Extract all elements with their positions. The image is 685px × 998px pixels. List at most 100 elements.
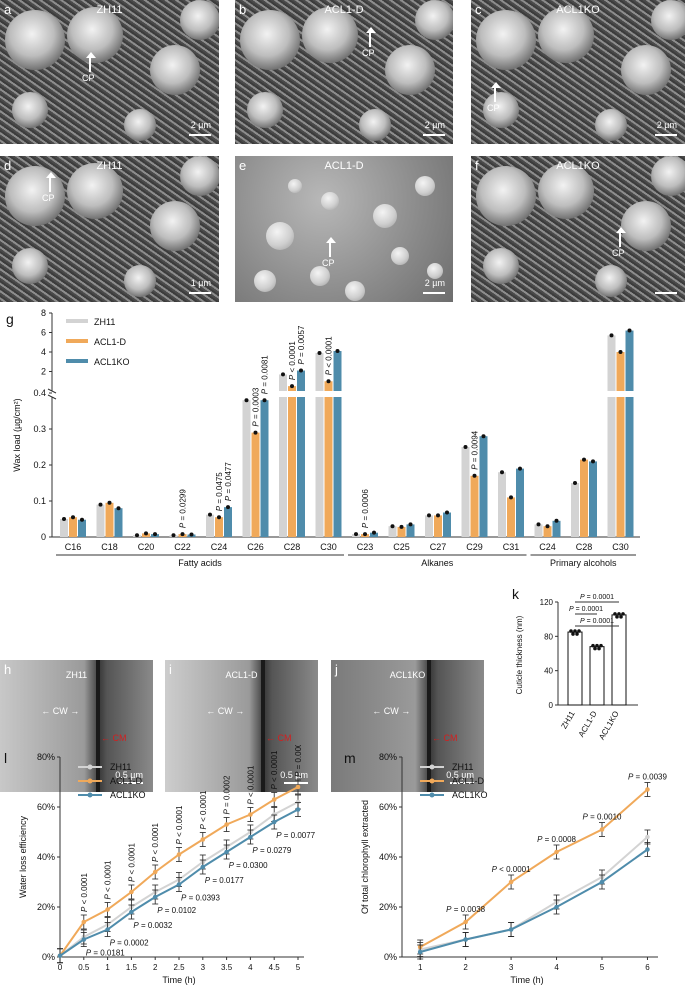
x-tick-label: C27 bbox=[430, 542, 447, 552]
data-point bbox=[508, 927, 514, 932]
bar bbox=[96, 504, 105, 537]
data-point bbox=[176, 882, 182, 887]
bar bbox=[470, 475, 479, 537]
x-tick-label: 0.5 bbox=[78, 963, 90, 972]
data-point bbox=[463, 937, 468, 942]
data-point bbox=[582, 457, 586, 462]
panel-title: ACL1KO bbox=[389, 670, 426, 680]
data-point bbox=[71, 515, 75, 520]
x-tick-label: C20 bbox=[138, 542, 155, 552]
cm-label: ← CM bbox=[100, 732, 127, 743]
tem-image: h ZH11 ← CW → ← CM 0.5 µm bbox=[0, 660, 153, 792]
bar bbox=[616, 397, 625, 537]
data-point bbox=[129, 909, 134, 915]
legend-swatch bbox=[66, 359, 88, 363]
p-value-label: P = 0.0002 bbox=[223, 775, 232, 814]
p-value-label: P = 0.0475 bbox=[215, 472, 224, 511]
bar bbox=[333, 397, 342, 537]
p-value-label: P = 0.0003 bbox=[252, 387, 261, 426]
x-tick-label: 4.5 bbox=[269, 963, 281, 972]
arrow-head-icon bbox=[366, 27, 376, 33]
cm-label: ← CM bbox=[265, 732, 292, 743]
panel-m-letter: m bbox=[344, 750, 356, 766]
cp-arrow-icon bbox=[329, 241, 331, 257]
p-value-label: P = 0.0039 bbox=[628, 773, 667, 782]
p-value-label: P < 0.0001 bbox=[492, 865, 531, 874]
legend-marker bbox=[429, 792, 435, 798]
data-point bbox=[105, 927, 110, 932]
bar bbox=[397, 526, 406, 537]
bar bbox=[297, 397, 305, 537]
sem-image: d ZH11 CP 1 µm bbox=[0, 156, 219, 302]
data-point bbox=[481, 434, 486, 439]
data-point bbox=[372, 530, 376, 535]
bar bbox=[370, 532, 378, 537]
bar bbox=[315, 352, 324, 391]
group-label: Primary alcohols bbox=[550, 558, 617, 568]
bar bbox=[279, 374, 287, 391]
arrow-head-icon bbox=[491, 82, 501, 88]
p-value-label: P = 0.0008 bbox=[537, 835, 576, 844]
data-point bbox=[224, 822, 229, 827]
y-tick-label: 0 bbox=[549, 701, 554, 710]
x-tick-label: ACL1KO bbox=[597, 710, 621, 742]
data-point bbox=[573, 629, 577, 633]
data-point bbox=[609, 333, 614, 338]
bar bbox=[224, 507, 232, 537]
papilla bbox=[359, 109, 391, 141]
panel-title: ACL1-D bbox=[324, 4, 364, 16]
papilla bbox=[321, 192, 339, 210]
panel-letter: j bbox=[335, 662, 338, 677]
data-point bbox=[593, 646, 597, 651]
papilla bbox=[621, 201, 671, 251]
p-value-label: P = 0.0181 bbox=[86, 949, 125, 958]
p-value-label: P = 0.0001 bbox=[569, 606, 603, 613]
scale-label: 0.5 µm bbox=[280, 770, 308, 780]
data-point bbox=[363, 532, 367, 537]
papilla bbox=[247, 92, 283, 128]
legend-label: ACL1KO bbox=[110, 790, 146, 800]
data-point bbox=[105, 907, 110, 912]
scale-label: 2 µm bbox=[424, 278, 445, 288]
papilla bbox=[538, 7, 594, 63]
data-point bbox=[472, 473, 477, 478]
data-point bbox=[248, 812, 253, 817]
data-point bbox=[116, 506, 121, 511]
bar bbox=[616, 352, 625, 391]
water-loss-chart: 0% 20% 40% 60% 80% 0 0.5 1 1.5 2 2.5 3 3.5 4 4.5 5 Time … bbox=[18, 745, 316, 985]
x-tick-label: C30 bbox=[320, 542, 337, 552]
papilla bbox=[254, 270, 276, 292]
cp-arrow-icon bbox=[494, 86, 496, 102]
cp-arrow-icon bbox=[89, 56, 91, 72]
x-tick-label: 3 bbox=[201, 963, 206, 972]
legend-marker bbox=[87, 764, 93, 770]
x-tick-label: 2 bbox=[463, 963, 468, 972]
group-label: Alkanes bbox=[421, 558, 454, 568]
p-value-label: P = 0.0001 bbox=[580, 594, 614, 601]
panel-title: ACL1-D bbox=[225, 670, 258, 680]
legend-marker bbox=[87, 792, 93, 798]
papilla bbox=[415, 0, 453, 40]
bar bbox=[333, 351, 342, 391]
data-point bbox=[399, 524, 404, 529]
data-point bbox=[290, 384, 294, 389]
papilla bbox=[310, 266, 330, 286]
p-value-label: P = 0.0393 bbox=[181, 894, 220, 903]
p-value-label: P = 0.0006 bbox=[361, 489, 370, 528]
y-tick-label: 60% bbox=[37, 802, 55, 812]
x-tick-label: 1 bbox=[105, 963, 110, 972]
panel-letter: i bbox=[169, 662, 172, 677]
panel-title: ACL1-D bbox=[324, 160, 364, 172]
panel-title: ZH11 bbox=[96, 4, 123, 16]
x-tick-label: C26 bbox=[247, 542, 264, 552]
papilla bbox=[5, 166, 65, 226]
data-point bbox=[554, 849, 559, 855]
cm-label: ← CM bbox=[431, 732, 458, 743]
legend-label: ZH11 bbox=[94, 317, 115, 327]
bar bbox=[288, 386, 296, 391]
y-tick-label: 40% bbox=[37, 852, 55, 862]
papilla bbox=[651, 0, 685, 40]
data-point bbox=[500, 470, 504, 475]
scale-label: 1 µm bbox=[190, 278, 211, 288]
p-value-label: P < 0.0001 bbox=[175, 805, 184, 844]
